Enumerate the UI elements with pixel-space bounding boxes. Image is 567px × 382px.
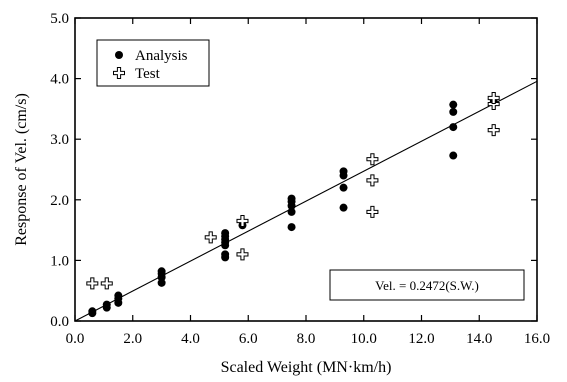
- data-point-test: [100, 277, 113, 290]
- data-point-analysis: [339, 183, 348, 192]
- data-point-analysis: [221, 229, 230, 238]
- x-axis-title: Scaled Weight (MN·km/h): [221, 359, 392, 376]
- x-tick-label: 14.0: [466, 331, 492, 347]
- y-tick-label: 5.0: [50, 11, 69, 27]
- y-tick-label: 2.0: [50, 193, 69, 209]
- points-group: [86, 91, 500, 318]
- x-tick-label: 4.0: [181, 331, 200, 347]
- data-point-analysis: [339, 167, 348, 176]
- fit-line-group: [74, 80, 538, 322]
- data-point-analysis: [287, 194, 296, 203]
- legend-label-test: Test: [135, 66, 161, 82]
- data-point-analysis: [287, 223, 296, 232]
- fit-line: [74, 80, 538, 322]
- equation-text: Vel. = 0.2472(S.W.): [375, 278, 479, 293]
- data-point-analysis: [221, 250, 230, 259]
- x-tick-label: 2.0: [123, 331, 142, 347]
- data-point-test: [487, 124, 500, 137]
- data-point-test: [86, 277, 99, 290]
- legend: Analysis Test: [96, 39, 210, 87]
- data-point-analysis: [287, 207, 296, 216]
- data-point-analysis: [157, 267, 166, 276]
- legend-marker-test: [113, 67, 125, 79]
- data-point-analysis: [449, 100, 458, 109]
- data-point-test: [366, 153, 379, 166]
- data-point-test: [366, 174, 379, 187]
- legend-label-analysis: Analysis: [135, 48, 188, 64]
- data-point-test: [236, 215, 249, 228]
- data-point-analysis: [339, 203, 348, 212]
- data-point-analysis: [449, 123, 458, 132]
- legend-marker-analysis: [115, 51, 123, 59]
- x-tick-label: 12.0: [408, 331, 434, 347]
- data-point-test: [204, 231, 217, 244]
- ticks-group: 0.0 2.0 4.0 6.0 8.0 10.0 12.0 14.0 16.0 0.0 1.0 2.0…: [50, 11, 550, 347]
- data-point-test: [366, 205, 379, 218]
- y-tick-label: 1.0: [50, 253, 69, 269]
- data-point-test: [487, 91, 500, 104]
- x-tick-label: 16.0: [524, 331, 550, 347]
- data-point-analysis: [88, 307, 97, 316]
- data-point-analysis: [449, 151, 458, 160]
- x-tick-label: 6.0: [239, 331, 258, 347]
- x-tick-label: 8.0: [297, 331, 316, 347]
- y-tick-label: 4.0: [50, 72, 69, 88]
- equation-annotation: Vel. = 0.2472(S.W.): [329, 269, 525, 301]
- y-tick-label: 3.0: [50, 132, 69, 148]
- legend-marker: [113, 67, 125, 79]
- x-tick-label: 0.0: [66, 331, 85, 347]
- x-tick-label: 10.0: [351, 331, 377, 347]
- legend-marker: [115, 51, 123, 59]
- data-point-analysis: [102, 300, 111, 309]
- y-tick-label: 0.0: [50, 314, 69, 330]
- data-point-analysis: [114, 291, 123, 300]
- data-point-test: [236, 248, 249, 261]
- y-axis-title: Response of Vel. (cm/s): [13, 93, 30, 246]
- legend-box: [96, 39, 210, 87]
- equation-box: [329, 269, 525, 301]
- data-point-analysis: [449, 107, 458, 116]
